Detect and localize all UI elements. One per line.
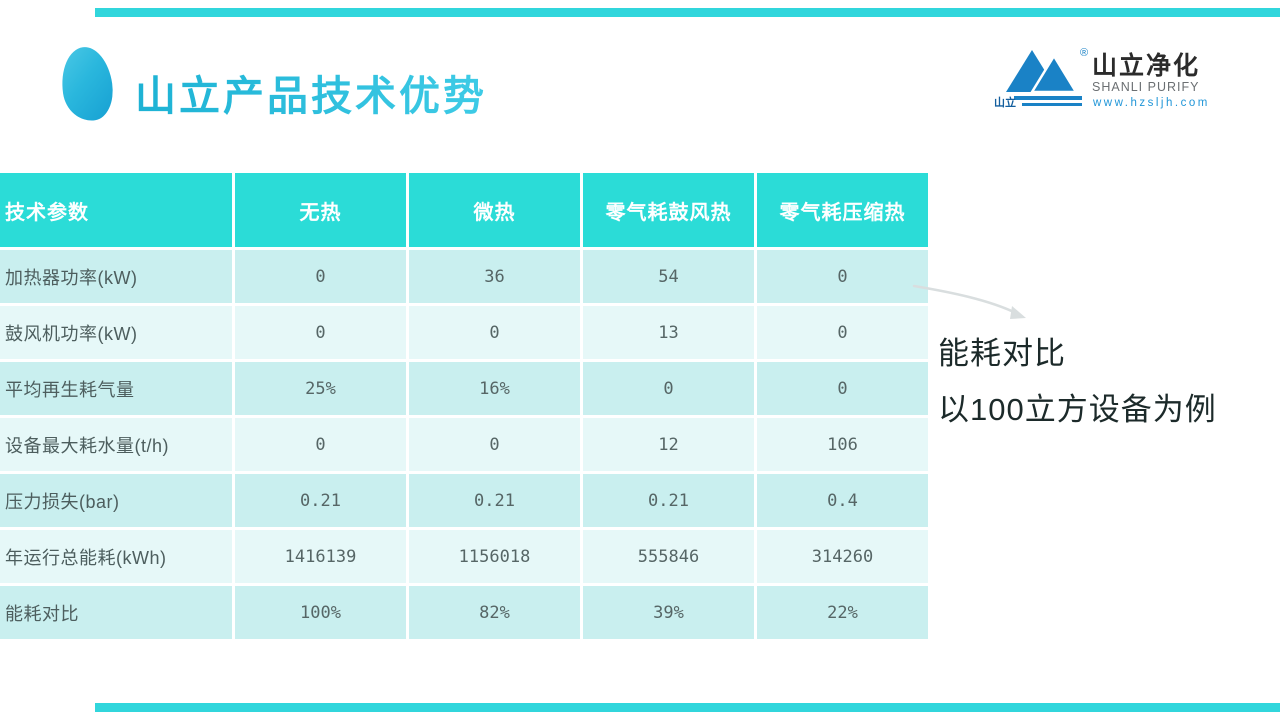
logo-name-en: SHANLI PURIFY bbox=[1092, 80, 1199, 94]
cell-value: 0.21 bbox=[235, 474, 406, 527]
cell-value: 555846 bbox=[583, 530, 754, 583]
header-cell-parameter: 技术参数 bbox=[0, 173, 232, 247]
row-label: 压力损失(bar) bbox=[0, 474, 232, 527]
table-row: 年运行总能耗(kWh) 1416139 1156018 555846 31426… bbox=[0, 530, 928, 583]
cell-value: 13 bbox=[583, 306, 754, 359]
annotation-line-2: 以100立方设备为例 bbox=[938, 392, 1217, 427]
header-cell-compression-heat: 零气耗压缩热 bbox=[757, 173, 928, 247]
row-label: 加热器功率(kW) bbox=[0, 250, 232, 303]
top-accent-bar bbox=[95, 8, 1280, 17]
cell-value: 314260 bbox=[757, 530, 928, 583]
header-cell-blower-heat: 零气耗鼓风热 bbox=[583, 173, 754, 247]
logo-name-zh: 山立净化 bbox=[1092, 51, 1200, 80]
cell-value: 0 bbox=[235, 418, 406, 471]
cell-value: 0 bbox=[757, 306, 928, 359]
header-cell-microheat: 微热 bbox=[409, 173, 580, 247]
cell-value: 36 bbox=[409, 250, 580, 303]
header-cell-heatless: 无热 bbox=[235, 173, 406, 247]
company-logo: 山立 ® 山立净化 SHANLI PURIFY www.hzsljh.com bbox=[994, 47, 1210, 109]
cell-value: 22% bbox=[757, 586, 928, 639]
annotation-line-1: 能耗对比 bbox=[938, 336, 1066, 371]
annotation-text: 能耗对比 以100立方设备为例 bbox=[938, 326, 1217, 438]
table-header-row: 技术参数 无热 微热 零气耗鼓风热 零气耗压缩热 bbox=[0, 173, 928, 247]
table-row: 能耗对比 100% 82% 39% 22% bbox=[0, 586, 928, 639]
cell-value: 0 bbox=[757, 362, 928, 415]
cell-value: 0.21 bbox=[409, 474, 580, 527]
cell-value: 106 bbox=[757, 418, 928, 471]
logo-website: www.hzsljh.com bbox=[1092, 97, 1210, 109]
cell-value: 1156018 bbox=[409, 530, 580, 583]
cell-value: 0.21 bbox=[583, 474, 754, 527]
bottom-accent-bar bbox=[95, 703, 1280, 712]
table-row: 设备最大耗水量(t/h) 0 0 12 106 bbox=[0, 418, 928, 471]
cell-value: 0.4 bbox=[757, 474, 928, 527]
cell-value: 0 bbox=[235, 306, 406, 359]
cell-value: 25% bbox=[235, 362, 406, 415]
row-label: 鼓风机功率(kW) bbox=[0, 306, 232, 359]
table-row: 鼓风机功率(kW) 0 0 13 0 bbox=[0, 306, 928, 359]
title-blob-decoration bbox=[57, 43, 117, 125]
table-row: 压力损失(bar) 0.21 0.21 0.21 0.4 bbox=[0, 474, 928, 527]
curved-arrow-icon bbox=[912, 284, 1026, 319]
row-label: 设备最大耗水量(t/h) bbox=[0, 418, 232, 471]
cell-value: 12 bbox=[583, 418, 754, 471]
cell-value: 39% bbox=[583, 586, 754, 639]
row-label: 能耗对比 bbox=[0, 586, 232, 639]
cell-value: 0 bbox=[235, 250, 406, 303]
logo-mark-label: 山立 bbox=[994, 95, 1016, 109]
cell-value: 54 bbox=[583, 250, 754, 303]
page-title: 山立产品技术优势 bbox=[135, 62, 487, 122]
row-label: 平均再生耗气量 bbox=[0, 362, 232, 415]
cell-value: 0 bbox=[583, 362, 754, 415]
row-label: 年运行总能耗(kWh) bbox=[0, 530, 232, 583]
mountain-logo-icon bbox=[1006, 50, 1082, 106]
registered-mark-icon: ® bbox=[1080, 47, 1088, 59]
cell-value: 82% bbox=[409, 586, 580, 639]
cell-value: 0 bbox=[409, 306, 580, 359]
table-row: 加热器功率(kW) 0 36 54 0 bbox=[0, 250, 928, 303]
table-row: 平均再生耗气量 25% 16% 0 0 bbox=[0, 362, 928, 415]
cell-value: 16% bbox=[409, 362, 580, 415]
cell-value: 0 bbox=[757, 250, 928, 303]
spec-comparison-table: 技术参数 无热 微热 零气耗鼓风热 零气耗压缩热 加热器功率(kW) 0 36 … bbox=[0, 170, 931, 642]
cell-value: 1416139 bbox=[235, 530, 406, 583]
cell-value: 100% bbox=[235, 586, 406, 639]
cell-value: 0 bbox=[409, 418, 580, 471]
